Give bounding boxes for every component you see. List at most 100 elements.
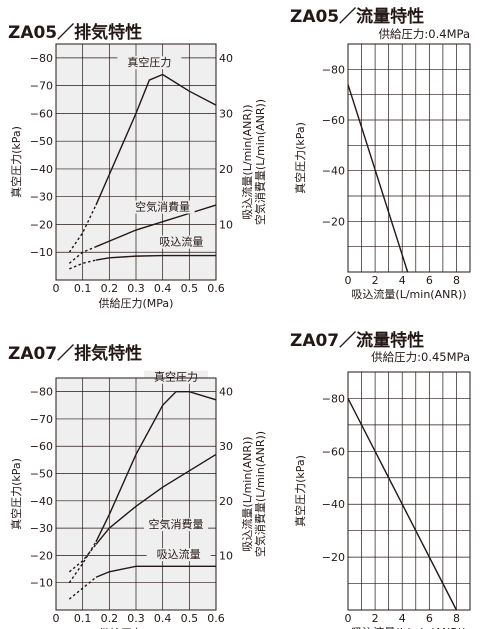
y-tick-label: −40 bbox=[322, 165, 345, 178]
chart-za07_exhaust: ZA07／排気特性 0 0.1 0.2 0.3 0.4 0.5 0.6 −80 −70 −60 −50… bbox=[8, 343, 267, 629]
series-label-bg bbox=[144, 370, 208, 384]
plot-frame bbox=[347, 43, 471, 273]
series-0-line bbox=[347, 84, 409, 273]
series-2-line bbox=[95, 254, 216, 261]
y-tick-label: −10 bbox=[30, 577, 53, 590]
x-axis-label: 供給圧力(MPa) bbox=[99, 626, 174, 629]
series-0-line bbox=[95, 390, 217, 543]
x-axis-label: 吸込流量(L/min(ANR)) bbox=[351, 625, 466, 629]
y-tick-label: −40 bbox=[30, 495, 53, 508]
x-tick-label: 2 bbox=[372, 274, 379, 287]
x-tick-label: 0.4 bbox=[154, 612, 172, 625]
x-tick-label: 4 bbox=[399, 612, 406, 625]
series-label-bg bbox=[144, 518, 208, 532]
chart-title: ZA07／排気特性 bbox=[8, 343, 142, 364]
x-tick-label: 4 bbox=[399, 274, 406, 287]
series-label-bg bbox=[146, 548, 211, 562]
series-label: 吸込流量 bbox=[157, 547, 201, 561]
y-axis-label: 真空圧力(kPa) bbox=[9, 458, 23, 530]
series-2-line bbox=[95, 565, 216, 578]
x-tick-label: 0.5 bbox=[181, 282, 199, 295]
y-tick-label: −60 bbox=[322, 114, 345, 127]
y-tick-label: −10 bbox=[30, 246, 53, 259]
x-axis-label: 供給圧力(MPa) bbox=[99, 296, 174, 310]
y-tick-label: −20 bbox=[322, 215, 345, 228]
series-label-bg bbox=[117, 56, 182, 70]
y2-tick-label: 10 bbox=[219, 549, 233, 562]
series-label: 吸込流量 bbox=[159, 235, 203, 249]
series-1-dashed bbox=[68, 246, 97, 264]
series-1-dashed bbox=[68, 544, 97, 573]
y-tick-label: −40 bbox=[30, 163, 53, 176]
series-label: 真空圧力 bbox=[127, 55, 171, 69]
x-tick-label: 0.1 bbox=[74, 282, 92, 295]
chart-title: ZA05／流量特性 bbox=[290, 6, 424, 27]
y-axis-label: 真空圧力(kPa) bbox=[293, 122, 307, 194]
chart-title: ZA07／流量特性 bbox=[290, 330, 424, 351]
y-tick-label: −30 bbox=[30, 522, 53, 535]
y2-tick-label: 10 bbox=[219, 218, 233, 231]
x-axis-label: 吸込流量(L/min(ANR)) bbox=[351, 287, 466, 301]
x-tick-label: 0.2 bbox=[101, 612, 119, 625]
y-tick-label: −30 bbox=[30, 191, 53, 204]
x-tick-label: 2 bbox=[372, 612, 379, 625]
x-tick-label: 0.1 bbox=[74, 612, 92, 625]
chart-subtitle: 供給圧力:0.4MPa bbox=[378, 27, 470, 41]
x-tick-label: 0.3 bbox=[127, 282, 145, 295]
plot-frame bbox=[347, 371, 471, 611]
x-tick-label: 8 bbox=[453, 274, 460, 287]
y-tick-label: −80 bbox=[322, 63, 345, 76]
y2-tick-label: 40 bbox=[219, 52, 233, 65]
x-tick-label: 0.5 bbox=[181, 612, 199, 625]
series-1-line bbox=[95, 453, 217, 545]
y-tick-label: −60 bbox=[30, 440, 53, 453]
plot-frame bbox=[55, 43, 217, 281]
x-tick-label: 0.4 bbox=[154, 282, 172, 295]
x-tick-label: 0 bbox=[53, 282, 60, 295]
y-tick-label: −20 bbox=[30, 549, 53, 562]
y2-tick-label: 30 bbox=[219, 440, 233, 453]
y2-tick-label: 20 bbox=[219, 163, 233, 176]
series-0-line bbox=[347, 398, 458, 611]
y2-axis-label-consumption: 空気消費量(L/min(ANR)) bbox=[253, 99, 267, 225]
y-tick-label: −60 bbox=[322, 445, 345, 458]
y2-axis-label-suction: 吸込流量(L/min(ANR)) bbox=[240, 436, 254, 551]
y-tick-label: −70 bbox=[30, 413, 53, 426]
y2-axis-label-consumption: 空気消費量(L/min(ANR)) bbox=[253, 431, 267, 557]
series-label-bg bbox=[149, 235, 214, 249]
y-tick-label: −80 bbox=[30, 386, 53, 399]
y-tick-label: −80 bbox=[322, 392, 345, 405]
plot-area bbox=[348, 44, 470, 272]
y2-tick-label: 30 bbox=[219, 107, 233, 120]
chart-subtitle: 供給圧力:0.45MPa bbox=[371, 350, 470, 364]
series-label: 空気消費量 bbox=[149, 517, 204, 531]
chart-za05_exhaust: ZA05／排気特性 0 0.1 0.2 0.3 0.4 0.5 0.6 −80 −70 −60 −50… bbox=[8, 22, 267, 310]
y-tick-label: −20 bbox=[322, 551, 345, 564]
x-tick-label: 6 bbox=[426, 612, 433, 625]
y-axis-label: 真空圧力(kPa) bbox=[9, 126, 23, 198]
x-tick-label: 6 bbox=[426, 274, 433, 287]
y-tick-label: −20 bbox=[30, 218, 53, 231]
plot-area bbox=[348, 372, 470, 610]
series-0-line bbox=[95, 73, 217, 206]
y2-tick-label: 40 bbox=[219, 386, 233, 399]
series-label-bg bbox=[130, 200, 195, 214]
x-tick-label: 0.2 bbox=[101, 282, 119, 295]
y-axis-label: 真空圧力(kPa) bbox=[293, 455, 307, 527]
x-tick-label: 0.6 bbox=[207, 612, 225, 625]
series-2-dashed bbox=[68, 576, 97, 600]
x-tick-label: 8 bbox=[453, 612, 460, 625]
series-label: 空気消費量 bbox=[135, 200, 190, 214]
y-tick-label: −40 bbox=[322, 498, 345, 511]
y2-tick-label: 20 bbox=[219, 495, 233, 508]
x-tick-label: 0 bbox=[345, 612, 352, 625]
y-tick-label: −80 bbox=[30, 52, 53, 65]
chart-title: ZA05／排気特性 bbox=[8, 22, 142, 43]
y-tick-label: −70 bbox=[30, 80, 53, 93]
x-tick-label: 0.3 bbox=[127, 612, 145, 625]
x-tick-label: 0 bbox=[53, 612, 60, 625]
y2-axis-label-suction: 吸込流量(L/min(ANR)) bbox=[240, 104, 254, 219]
x-tick-label: 0 bbox=[345, 274, 352, 287]
